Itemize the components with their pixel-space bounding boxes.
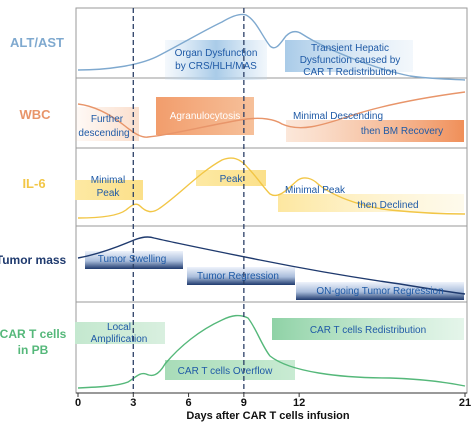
x-tick-label: 6	[186, 397, 192, 409]
note-box-swelling	[85, 251, 183, 269]
panel-label-il6: IL-6	[22, 176, 45, 191]
note-box-declined	[278, 194, 464, 212]
note-local-line2: Amplification	[91, 334, 148, 345]
note-peak: Peak	[220, 174, 244, 185]
panel-label-tumor: Tumor mass	[0, 253, 67, 267]
note-bm: then BM Recovery	[361, 126, 443, 137]
panel-label-cart-line2: in PB	[18, 343, 49, 357]
panel-cart: CAR T cells in PB Local Amplification CA…	[0, 314, 466, 389]
panel-label-alt: ALT/AST	[10, 35, 64, 50]
note-box-further	[75, 107, 139, 141]
note-further-line2: descending	[78, 128, 129, 139]
note-box-overflow	[165, 360, 295, 380]
curve-cart	[77, 314, 466, 389]
note-further-line1: Further	[91, 114, 124, 125]
note-overflow: CAR T cells Overflow	[178, 366, 273, 377]
panel-alt: ALT/AST Organ Dysfunction by CRS/HLH/MAS…	[10, 13, 466, 81]
note-declined: then Declined	[357, 200, 418, 211]
note-box-organ	[165, 40, 267, 80]
note-box-local	[75, 322, 165, 344]
x-tick-label: 21	[459, 397, 471, 409]
note-organ-line2: by CRS/HLH/MAS	[175, 61, 257, 72]
note-regression: Tumor Regression	[197, 271, 279, 282]
panel-label-wbc: WBC	[19, 107, 51, 122]
note-box-agran	[156, 97, 254, 135]
x-tick-label: 3	[130, 397, 136, 409]
panel-wbc: WBC Further descending Agranulocytosis M…	[19, 91, 466, 142]
note-hepatic-line2: Dysfunction caused by	[300, 55, 401, 66]
note-box-ongoing	[296, 282, 464, 300]
note-box-minimal-peak-1	[75, 180, 143, 200]
x-tick-label: 12	[293, 397, 305, 409]
note-redistribution: CAR T cells Redistribution	[310, 325, 426, 336]
panel-label-cart-line1: CAR T cells	[0, 327, 67, 341]
note-minimal-peak-1-line1: Minimal	[91, 175, 125, 186]
note-box-peak	[196, 170, 266, 186]
x-tick-label: 9	[241, 397, 247, 409]
note-box-hepatic	[285, 40, 413, 72]
note-minimal-desc: Minimal Descending	[293, 111, 383, 122]
curve-il6	[77, 157, 466, 219]
note-local-line1: Local	[107, 322, 131, 333]
note-ongoing: ON-going Tumor Regression	[316, 286, 443, 297]
note-box-redistribution	[272, 318, 464, 340]
note-box-bm	[286, 120, 464, 142]
note-agran: Agranulocytosis	[170, 111, 241, 122]
note-hepatic-line1: Transient Hepatic	[311, 43, 389, 54]
note-hepatic-line3: CAR T Redistribution	[303, 67, 397, 78]
panel-tumor: Tumor mass Tumor Swelling Tumor Regressi…	[0, 236, 466, 300]
curve-alt	[77, 13, 466, 81]
curve-wbc	[77, 91, 466, 138]
x-tick-label: 0	[75, 397, 81, 409]
note-organ-line1: Organ Dysfunction	[175, 48, 258, 59]
note-swelling: Tumor Swelling	[98, 254, 167, 265]
curve-tumor	[77, 236, 466, 295]
x-axis-label: Days after CAR T cells infusion	[186, 410, 349, 422]
note-minimal-peak-2: Minimal Peak	[285, 185, 346, 196]
note-minimal-peak-1-line2: Peak	[97, 188, 121, 199]
note-box-regression	[187, 267, 295, 285]
panel-il6: IL-6 Minimal Peak Peak Minimal Peak then…	[22, 157, 466, 219]
